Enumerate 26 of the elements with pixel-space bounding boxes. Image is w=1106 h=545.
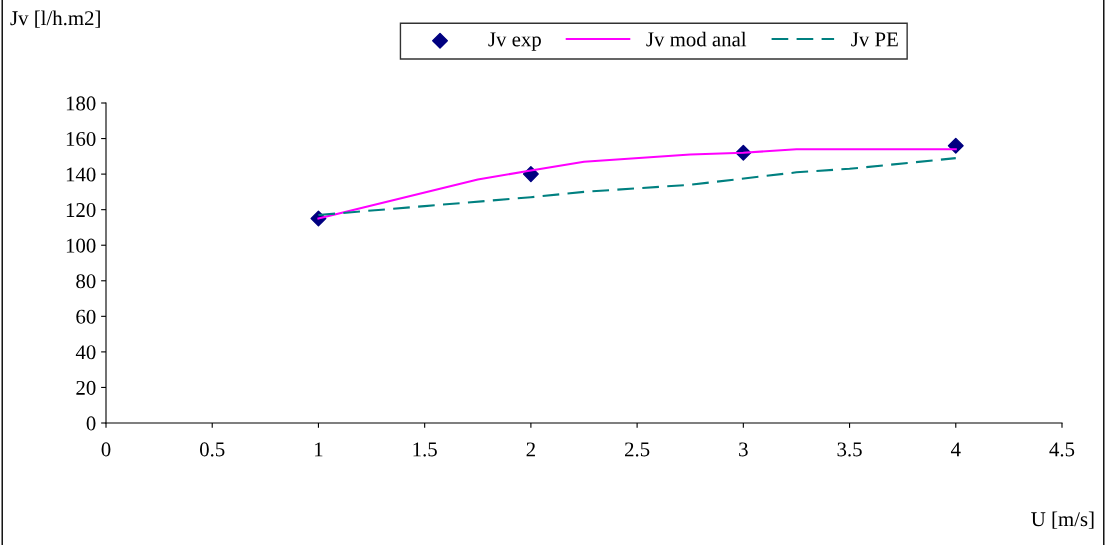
y-tick-label: 120: [66, 203, 96, 218]
legend-label: Jv mod anal: [646, 31, 747, 47]
x-tick-label: 1.5: [413, 442, 437, 457]
point: [947, 137, 964, 154]
y-tick-label: 100: [66, 238, 96, 253]
y-tick-label: 0: [86, 416, 96, 431]
x-tick-label: 3: [739, 442, 748, 457]
y-tick-label: 160: [66, 131, 96, 146]
x-tick-label: 0.5: [200, 442, 225, 457]
legend-label: Jv PE: [851, 32, 898, 47]
x-tick-label: 4.5: [1049, 442, 1075, 457]
x-axis-title: U [m/s]: [1031, 511, 1094, 529]
x-tick-label: 1: [315, 442, 323, 457]
y-tick-label: 60: [76, 309, 96, 324]
y-tick-label: 140: [66, 167, 96, 182]
y-axis-title: Jv [l/h.m2]: [10, 10, 100, 28]
x-tick-label: 0: [101, 442, 111, 457]
x-tick-label: 2.5: [625, 442, 650, 457]
x-tick-label: 2: [526, 442, 535, 457]
y-tick-label: 20: [76, 380, 96, 395]
y-tick-label: 40: [75, 345, 96, 360]
x-tick-label: 3.5: [837, 442, 862, 457]
legend-label: Jv exp: [488, 32, 541, 51]
y-tick-label: 80: [76, 274, 96, 289]
y-tick-label: 180: [66, 96, 96, 111]
x-tick-label: 4: [950, 442, 961, 457]
